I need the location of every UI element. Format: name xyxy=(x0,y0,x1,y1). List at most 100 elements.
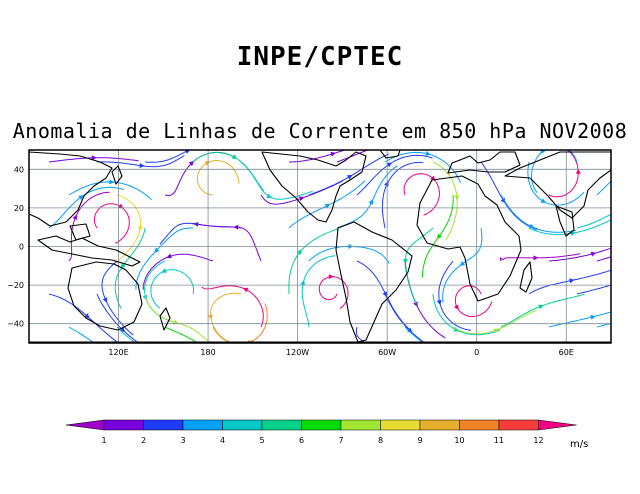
colorbar-segment xyxy=(340,419,381,431)
colorbar-label: 1 xyxy=(101,436,106,445)
streamline xyxy=(596,180,611,196)
page-title: INPE/CPTEC xyxy=(236,42,404,72)
colorbar-segment xyxy=(182,419,223,431)
streamline-arrow xyxy=(618,279,624,285)
streamline-arrow xyxy=(540,150,546,154)
streamline-arrow xyxy=(459,260,465,266)
colorbar-label: 3 xyxy=(180,436,185,445)
colorbar-segment xyxy=(261,419,302,431)
streamline xyxy=(116,326,137,343)
colorbar-label: 7 xyxy=(338,436,343,445)
lon-tick-label: 0 xyxy=(474,348,479,357)
colorbar-label: 4 xyxy=(220,436,225,445)
south-america-coast xyxy=(335,221,413,343)
colorbar-label: 8 xyxy=(378,436,383,445)
streamline-arrow xyxy=(188,160,195,167)
streamline-arrow xyxy=(297,249,303,255)
streamline-arrow xyxy=(407,327,413,333)
colorbar: 1 2 3 4 5 6 7 8 9 10 11 12 m/s xyxy=(65,419,588,450)
streamline-arrow xyxy=(328,274,334,280)
colorbar-label: 11 xyxy=(494,436,504,445)
india-coast xyxy=(555,205,575,237)
streamline xyxy=(68,326,96,343)
colorbar-label: 12 xyxy=(533,436,543,445)
streamline-arrow xyxy=(438,350,445,357)
australia-coast xyxy=(67,261,143,331)
streamline-arrow xyxy=(204,161,211,166)
streamline-arrow xyxy=(528,223,535,229)
map-title: Anomalia de Linhas de Corrente em 850 hP… xyxy=(12,119,628,143)
colorbar-label: 2 xyxy=(141,436,146,445)
map-frame xyxy=(28,149,612,344)
streamline-arrow xyxy=(109,179,115,185)
streamline-arrow xyxy=(72,214,78,221)
streamline-arrow xyxy=(324,204,331,209)
streamline-arrow xyxy=(590,251,597,257)
colorbar-segment xyxy=(459,419,500,431)
longitude-labels: 120E 180 120W 60W 0 60E xyxy=(108,348,573,357)
lon-tick-label: 120E xyxy=(108,348,128,357)
streamline-arrow xyxy=(454,195,460,201)
streamline-arrow xyxy=(91,155,97,161)
gridlines-layer xyxy=(29,150,611,343)
colorbar-label: 9 xyxy=(417,436,422,445)
streamline-arrow xyxy=(436,299,442,306)
streamline xyxy=(355,326,368,343)
streamline-arrow xyxy=(453,304,459,310)
streamline-arrow xyxy=(376,143,382,149)
colorbar-label: 5 xyxy=(259,436,264,445)
lat-tick-label: 0 xyxy=(19,243,24,252)
streamline-arrow xyxy=(330,151,336,157)
latitude-labels: 40 20 0 −20 −40 xyxy=(7,165,24,328)
europe-coast xyxy=(447,151,521,174)
streamline-arrow xyxy=(298,196,305,202)
borneo-coast xyxy=(69,223,91,241)
streamline-arrow xyxy=(425,150,431,156)
lat-tick-label: −40 xyxy=(7,320,24,329)
lon-tick-label: 120W xyxy=(286,348,309,357)
madagascar-coast xyxy=(519,261,533,293)
streamlines-layer xyxy=(48,143,634,357)
streamline xyxy=(164,326,199,343)
lon-tick-label: 180 xyxy=(200,348,215,357)
colorbar-label: 6 xyxy=(299,436,304,445)
streamline-arrow xyxy=(533,255,539,261)
colorbar-segment xyxy=(143,419,184,431)
colorbar-label: 10 xyxy=(454,436,464,445)
africa-coast xyxy=(416,175,522,302)
colorbar-low-arrow xyxy=(65,419,105,431)
asia-coast xyxy=(504,151,611,219)
streamline-arrow xyxy=(569,278,575,284)
streamline-arrow xyxy=(117,203,124,209)
streamline-arrow xyxy=(161,268,167,273)
streamline-arrow xyxy=(166,253,172,259)
colorbar-segment xyxy=(301,419,342,431)
streamline-arrow xyxy=(368,199,374,205)
streamline-arrow xyxy=(386,162,393,168)
streamline-arrow xyxy=(138,225,144,232)
streamline-arrow xyxy=(154,247,160,253)
east-asia-coast xyxy=(29,151,113,227)
colorbar-high-arrow xyxy=(538,419,577,431)
streamline-arrow xyxy=(233,224,239,230)
lat-tick-label: −20 xyxy=(7,281,24,290)
streamline-arrow xyxy=(139,163,145,168)
lat-tick-label: 40 xyxy=(14,165,24,174)
colorbar-unit: m/s xyxy=(570,439,588,450)
colorbar-segment xyxy=(222,419,263,431)
streamline-arrow xyxy=(207,314,213,320)
streamline-arrow xyxy=(231,154,238,159)
streamline-arrow xyxy=(538,304,544,310)
streamline-arrow xyxy=(590,314,596,320)
streamline-arrow xyxy=(266,193,272,199)
streamline-arrow xyxy=(242,287,249,293)
streamline xyxy=(576,284,611,295)
lon-tick-label: 60E xyxy=(559,348,574,357)
streamline-arrow xyxy=(493,328,500,334)
streamline-arrow xyxy=(402,258,408,264)
streamline-arrow xyxy=(102,297,108,303)
colorbar-segment xyxy=(498,419,539,431)
colorbar-segment xyxy=(419,419,460,431)
streamline-arrow xyxy=(627,161,634,168)
